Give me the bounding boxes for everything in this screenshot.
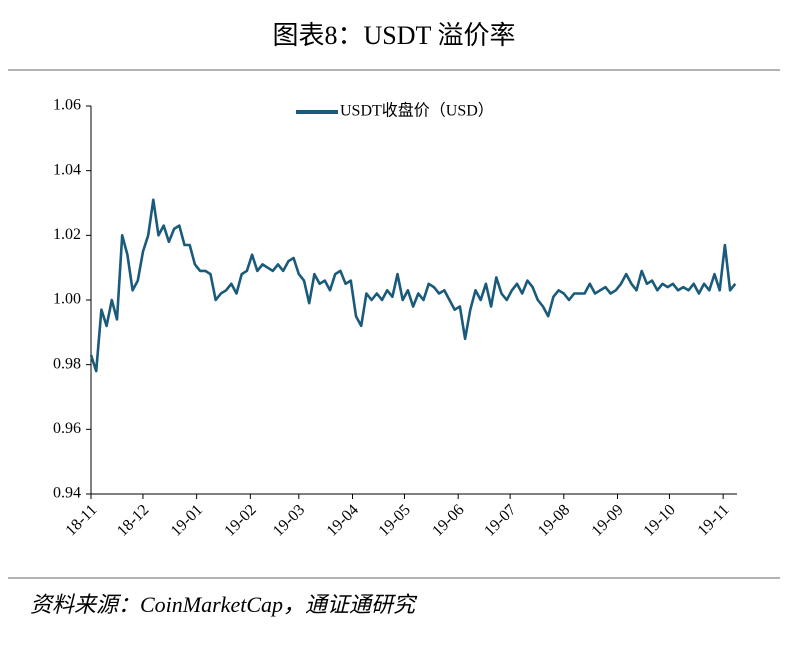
x-tick-label: 19-07 [481,501,519,539]
y-tick-label: 1.02 [53,226,81,243]
x-tick-label: 19-10 [640,501,678,539]
x-tick-label: 19-09 [589,501,627,539]
x-tick-label: 19-05 [375,501,413,539]
x-tick-label: 18-12 [114,501,152,539]
x-tick-label: 19-08 [535,501,573,539]
y-tick-label: 1.00 [53,291,81,308]
y-tick-label: 1.04 [53,161,81,178]
y-tick-label: 0.94 [53,485,81,502]
x-tick-label: 18-11 [62,501,100,539]
source-note: 资料来源：CoinMarketCap，通证通研究 [30,592,418,617]
x-tick-label: 19-02 [221,501,259,539]
legend-label: USDT收盘价（USD） [340,101,494,120]
x-tick-label: 19-04 [324,501,362,539]
y-tick-label: 0.96 [53,420,81,437]
x-tick-label: 19-06 [429,501,467,539]
x-tick-label: 19-11 [695,501,733,539]
x-tick-label: 19-03 [270,501,308,539]
x-tick-label: 19-01 [168,501,206,539]
series-line [89,198,737,373]
chart-title: 图表8：USDT 溢价率 [273,21,516,50]
y-tick-label: 0.98 [53,355,81,372]
y-tick-label: 1.06 [53,97,81,114]
